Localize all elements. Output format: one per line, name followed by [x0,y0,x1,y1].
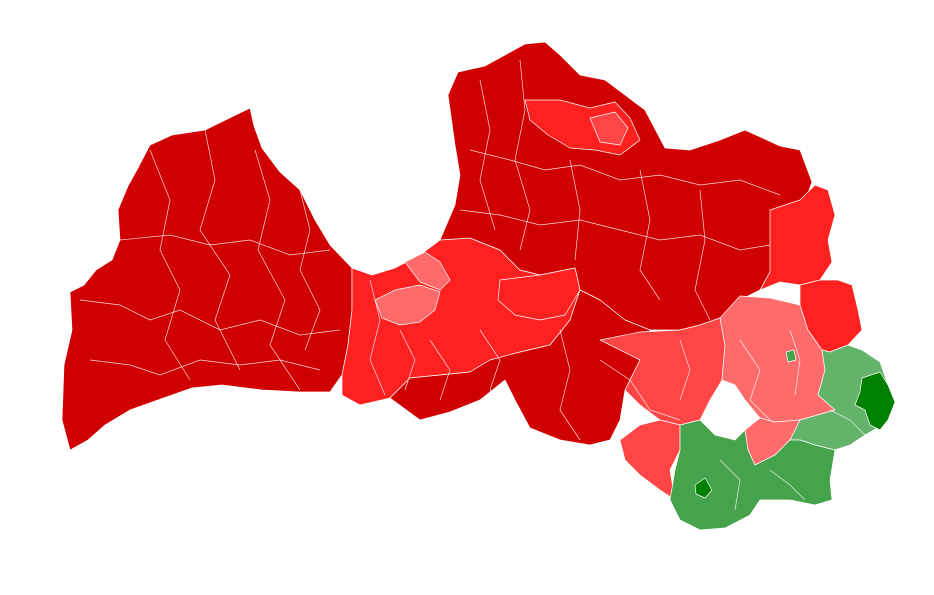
region-kurzeme[interactable] [61,107,353,451]
region-central-east[interactable] [497,267,581,321]
region-latgale-west[interactable] [599,317,726,426]
region-daugavpils-city[interactable] [694,477,713,499]
region-green-medium-south[interactable] [669,419,836,531]
region-valmiera[interactable] [589,111,629,146]
region-green-dark-east[interactable] [854,371,896,431]
region-riga-city[interactable] [374,284,441,326]
region-south-red-strip[interactable] [619,419,681,501]
municipality-boundaries [79,59,871,511]
region-small-green-enclave[interactable] [785,349,797,363]
region-riga-coast[interactable] [404,251,451,291]
region-northeast[interactable] [759,184,836,291]
region-east-upper[interactable] [799,279,863,353]
